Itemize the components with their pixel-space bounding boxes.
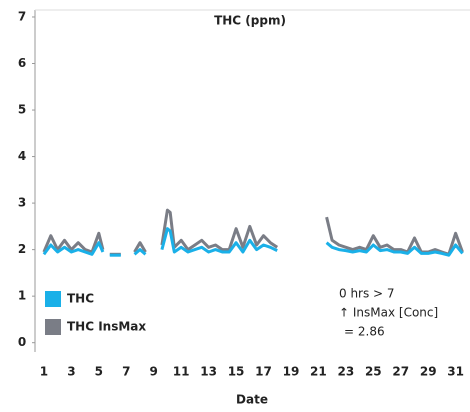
chart-title: THC (ppm) xyxy=(214,14,286,28)
series-line xyxy=(42,241,105,256)
y-tick-label: 2 xyxy=(18,242,26,256)
series-line xyxy=(325,241,464,257)
annotation: 0 hrs > 7 xyxy=(339,287,395,301)
y-tick-label: 0 xyxy=(18,335,26,349)
x-tick-label: 13 xyxy=(200,365,217,379)
x-tick-label: 11 xyxy=(173,365,190,379)
x-tick-label: 17 xyxy=(255,365,272,379)
legend-swatch xyxy=(45,319,61,335)
y-tick-label: 3 xyxy=(18,196,26,210)
x-tick-label: 21 xyxy=(310,365,327,379)
x-tick-label: 1 xyxy=(40,365,48,379)
legend-swatch xyxy=(45,291,61,307)
series-line xyxy=(160,208,279,252)
x-tick-label: 9 xyxy=(150,365,158,379)
y-tick-label: 5 xyxy=(18,103,26,117)
y-tick-label: 6 xyxy=(18,56,26,70)
y-tick-label: 1 xyxy=(18,289,26,303)
series-line xyxy=(325,216,464,256)
y-tick-label: 4 xyxy=(18,149,26,163)
series-line xyxy=(133,241,147,253)
x-tick-label: 5 xyxy=(95,365,103,379)
x-tick-label: 7 xyxy=(122,365,130,379)
series-line xyxy=(160,227,278,254)
x-tick-label: 15 xyxy=(228,365,245,379)
legend-label: THC InsMax xyxy=(67,320,146,334)
series-line xyxy=(42,231,105,254)
x-tick-label: 25 xyxy=(365,365,382,379)
annotation: = 2.86 xyxy=(344,325,385,339)
x-tick-label: 29 xyxy=(420,365,437,379)
x-tick-label: 3 xyxy=(67,365,75,379)
x-tick-label: 19 xyxy=(283,365,300,379)
x-tick-label: 23 xyxy=(338,365,355,379)
x-axis-label: Date xyxy=(236,393,268,407)
series-line xyxy=(133,248,147,256)
y-tick-label: 7 xyxy=(18,9,26,23)
legend-label: THC xyxy=(67,292,94,306)
x-tick-label: 27 xyxy=(392,365,409,379)
annotation: ↑ InsMax [Conc] xyxy=(339,306,438,320)
x-tick-label: 31 xyxy=(447,365,464,379)
